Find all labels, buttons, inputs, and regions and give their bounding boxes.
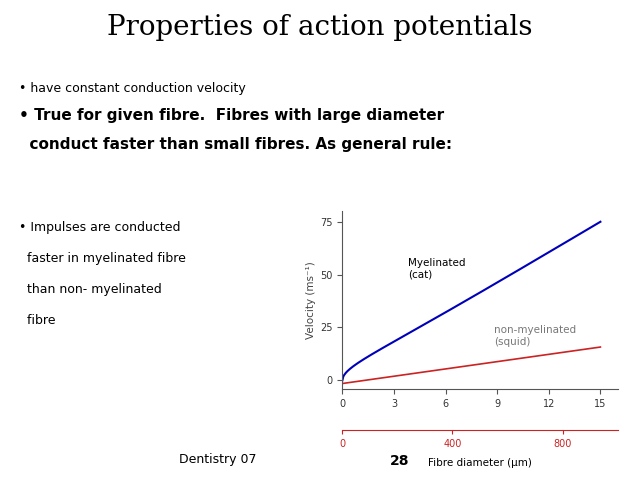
Text: than non- myelinated: than non- myelinated (19, 283, 162, 296)
Text: Myelinated
(cat): Myelinated (cat) (408, 258, 465, 279)
Text: conduct faster than small fibres. As general rule:: conduct faster than small fibres. As gen… (19, 137, 452, 152)
Text: fibre: fibre (19, 314, 56, 327)
Text: 28: 28 (390, 454, 410, 468)
Text: • True for given fibre.  Fibres with large diameter: • True for given fibre. Fibres with larg… (19, 108, 444, 123)
Text: • Impulses are conducted: • Impulses are conducted (19, 221, 180, 234)
Text: Dentistry 07: Dentistry 07 (179, 453, 257, 466)
Text: non-myelinated
(squid): non-myelinated (squid) (494, 325, 576, 347)
Y-axis label: Velocity (ms⁻¹): Velocity (ms⁻¹) (306, 261, 316, 339)
Text: faster in myelinated fibre: faster in myelinated fibre (19, 252, 186, 265)
Text: Properties of action potentials: Properties of action potentials (108, 14, 532, 41)
Text: • have constant conduction velocity: • have constant conduction velocity (19, 82, 246, 95)
Text: Fibre diameter (μm): Fibre diameter (μm) (428, 458, 532, 468)
